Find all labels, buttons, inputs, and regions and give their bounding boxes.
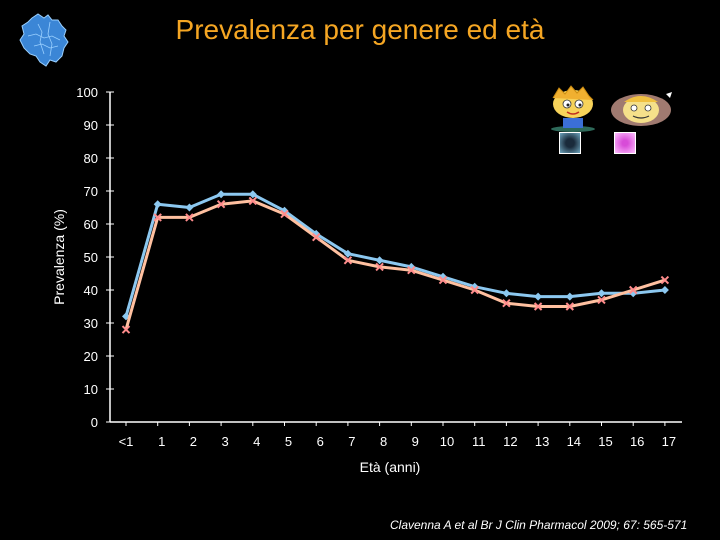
x-tick-label: 1 [158, 434, 165, 449]
x-tick-label: 6 [317, 434, 324, 449]
chart-title: Prevalenza per genere ed età [175, 14, 545, 45]
female-point [343, 256, 353, 265]
y-tick-label: 0 [91, 415, 98, 430]
boy-cartoon-icon [551, 85, 595, 132]
legend-female-swatch [614, 132, 636, 154]
x-tick-label: 8 [380, 434, 387, 449]
female-point [407, 265, 416, 275]
male-point [248, 190, 257, 199]
x-tick-label: 9 [412, 434, 419, 449]
y-tick-label: 20 [84, 349, 98, 364]
male-point [343, 249, 352, 258]
male-point [597, 289, 606, 298]
girl-cartoon-icon [611, 92, 672, 126]
female-point [248, 196, 258, 206]
female-series-line [124, 199, 666, 331]
female-point [502, 298, 511, 308]
female-point [185, 213, 194, 222]
x-axis-label: Età (anni) [360, 459, 421, 475]
x-tick-label: 4 [253, 434, 260, 449]
legend-male-swatch [559, 132, 581, 154]
x-tick-label: 3 [221, 434, 228, 449]
x-tick-label: <1 [119, 434, 134, 449]
female-point [565, 302, 575, 311]
x-tick-label: 13 [535, 434, 549, 449]
x-tick-label: 5 [285, 434, 292, 449]
female-point [597, 295, 606, 305]
y-tick-label: 90 [84, 118, 98, 133]
female-point [470, 285, 479, 295]
female-point [121, 325, 131, 334]
male-series-line [124, 192, 666, 317]
x-tick-label: 12 [503, 434, 517, 449]
female-point [660, 275, 670, 285]
x-tick-label: 7 [348, 434, 355, 449]
lombardy-map-icon [19, 13, 69, 67]
y-tick-label: 30 [84, 316, 98, 331]
x-tick-label: 11 [472, 434, 486, 449]
female-point [533, 302, 543, 311]
female-point [628, 285, 638, 295]
male-point [565, 292, 574, 301]
y-tick-label: 100 [76, 85, 98, 100]
male-point [185, 203, 194, 212]
male-point [153, 200, 162, 209]
male-point [502, 289, 511, 298]
y-axis-label: Prevalenza (%) [51, 209, 67, 305]
female-point [375, 262, 384, 272]
y-tick-label: 10 [84, 382, 98, 397]
x-tick-label: 16 [630, 434, 644, 449]
male-point [534, 292, 543, 301]
x-tick-label: 15 [598, 434, 612, 449]
x-tick-label: 14 [567, 434, 581, 449]
female-point [153, 213, 162, 222]
x-tick-label: 2 [190, 434, 197, 449]
male-point [217, 190, 226, 199]
citation: Clavenna A et al Br J Clin Pharmacol 200… [390, 518, 688, 532]
y-tick-label: 50 [84, 250, 98, 265]
male-point [375, 256, 384, 265]
x-tick-label: 17 [662, 434, 676, 449]
male-point [660, 286, 669, 294]
female-point [280, 209, 289, 219]
y-tick-label: 40 [84, 283, 98, 298]
y-tick-label: 60 [84, 217, 98, 232]
x-tick-label: 10 [440, 434, 454, 449]
female-point [438, 275, 448, 285]
y-tick-label: 70 [84, 184, 98, 199]
female-point [311, 232, 321, 242]
female-point [216, 199, 226, 209]
y-tick-label: 80 [84, 151, 98, 166]
